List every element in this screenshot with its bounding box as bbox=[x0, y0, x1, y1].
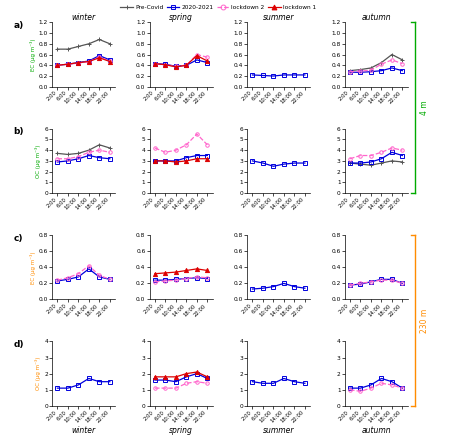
X-axis label: spring: spring bbox=[169, 426, 193, 435]
Y-axis label: OC (μg m⁻³): OC (μg m⁻³) bbox=[36, 144, 41, 178]
Title: summer: summer bbox=[263, 12, 294, 21]
Title: winter: winter bbox=[72, 12, 96, 21]
Text: 230 m: 230 m bbox=[420, 308, 429, 333]
Title: autumn: autumn bbox=[361, 12, 391, 21]
X-axis label: winter: winter bbox=[72, 426, 96, 435]
Title: spring: spring bbox=[169, 12, 193, 21]
X-axis label: summer: summer bbox=[263, 426, 294, 435]
Text: 4 m: 4 m bbox=[420, 100, 429, 115]
Text: d): d) bbox=[13, 340, 24, 349]
Text: b): b) bbox=[13, 128, 24, 136]
Legend: Pre-Covid, 2020-2021, lockdown 2, lockdown 1: Pre-Covid, 2020-2021, lockdown 2, lockdo… bbox=[118, 3, 318, 12]
Text: c): c) bbox=[13, 234, 23, 243]
Y-axis label: EC (μg m⁻³): EC (μg m⁻³) bbox=[30, 251, 36, 284]
X-axis label: autumn: autumn bbox=[361, 426, 391, 435]
Y-axis label: EC (μg m⁻³): EC (μg m⁻³) bbox=[30, 38, 36, 71]
Text: a): a) bbox=[13, 21, 23, 30]
Y-axis label: OC (μg m⁻³): OC (μg m⁻³) bbox=[36, 357, 41, 390]
